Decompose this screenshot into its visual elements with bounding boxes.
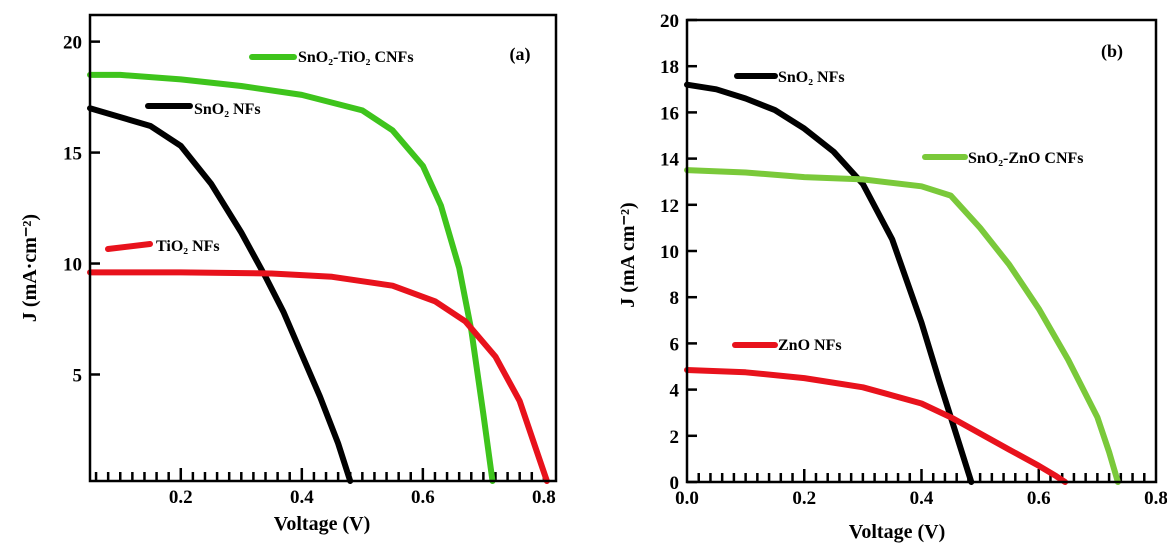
legend-a-green: SnO₂-TiO₂ CNFs (249, 49, 414, 66)
series-line-b-1 (684, 167, 1121, 485)
legend-a-red-label: TiO₂ NFs (156, 238, 220, 255)
panel-a-ylabel: J (mA·cm⁻²) (19, 214, 41, 322)
legend-a-red-swatch (105, 241, 153, 252)
x-tick-label: 0.6 (1027, 488, 1051, 509)
legend-a-black-label: SnO₂ NFs (194, 101, 261, 118)
y-tick-label: 2 (670, 427, 680, 448)
y-tick-label: 8 (670, 288, 680, 309)
panel-b-xlabel: Voltage (V) (849, 521, 945, 543)
y-tick-label: 20 (63, 33, 82, 54)
x-tick-label: 0.2 (792, 488, 816, 509)
series-line-b-0 (684, 81, 975, 485)
legend-b-black: SnO₂ NFs (734, 69, 845, 86)
panel-b-lines (684, 81, 1121, 485)
x-tick-label: 0.8 (532, 487, 556, 508)
x-tick-label: 0.6 (411, 487, 435, 508)
panel-b-frame (685, 18, 1158, 484)
panel-a-label: (a) (510, 44, 531, 65)
legend-b-lime: SnO₂-ZnO CNFs (922, 150, 1084, 167)
y-tick-label: 18 (660, 57, 679, 78)
legend-a-black: SnO₂ NFs (145, 101, 261, 118)
series-line-b-2 (684, 367, 1069, 485)
y-tick-label: 14 (660, 150, 680, 171)
y-tick-label: 15 (63, 144, 82, 165)
series-line-a-1 (87, 105, 354, 484)
x-tick-label: 0.2 (169, 487, 193, 508)
legend-a-red: TiO₂ NFs (105, 238, 220, 255)
panel-b-ticks: 0.0 0.2 0.4 0.6 0.8 0 2 4 6 8 10 12 14 16 18 20 (660, 11, 1167, 509)
x-tick-label: 0.8 (1144, 488, 1167, 509)
y-tick-label: 4 (670, 381, 680, 402)
x-tick-label: 0.4 (910, 488, 934, 509)
panel-b: J (mA cm⁻²) Voltage (V) (b) 0.0 0.2 0.4 0.6… (617, 11, 1167, 543)
legend-a-green-label: SnO₂-TiO₂ CNFs (298, 49, 414, 66)
x-tick-label: 0.4 (290, 487, 314, 508)
legend-b-red: ZnO NFs (732, 337, 842, 354)
y-tick-label: 5 (73, 365, 83, 386)
series-line-a-0 (87, 71, 496, 484)
panel-b-ylabel: J (mA cm⁻²) (617, 202, 639, 307)
legend-b-black-label: SnO₂ NFs (778, 69, 845, 86)
panel-a-lines (87, 71, 550, 484)
y-tick-label: 16 (660, 103, 679, 124)
y-tick-label: 0 (670, 473, 680, 494)
y-tick-label: 6 (670, 334, 680, 355)
panel-a-frame (88, 13, 558, 483)
panel-b-label: (b) (1101, 41, 1123, 62)
y-tick-label: 20 (660, 11, 679, 32)
y-tick-label: 10 (63, 255, 82, 276)
y-tick-label: 10 (660, 242, 679, 263)
y-tick-label: 12 (660, 196, 679, 217)
panel-a: J (mA·cm⁻²) Voltage (V) (a) 0.2 0.4 0.6 0.8… (19, 13, 558, 535)
panel-a-xlabel: Voltage (V) (274, 513, 370, 535)
x-tick-label: 0.0 (675, 488, 699, 509)
series-line-a-2 (87, 269, 550, 484)
legend-b-lime-label: SnO₂-ZnO CNFs (968, 150, 1084, 167)
legend-b-red-label: ZnO NFs (778, 337, 842, 354)
